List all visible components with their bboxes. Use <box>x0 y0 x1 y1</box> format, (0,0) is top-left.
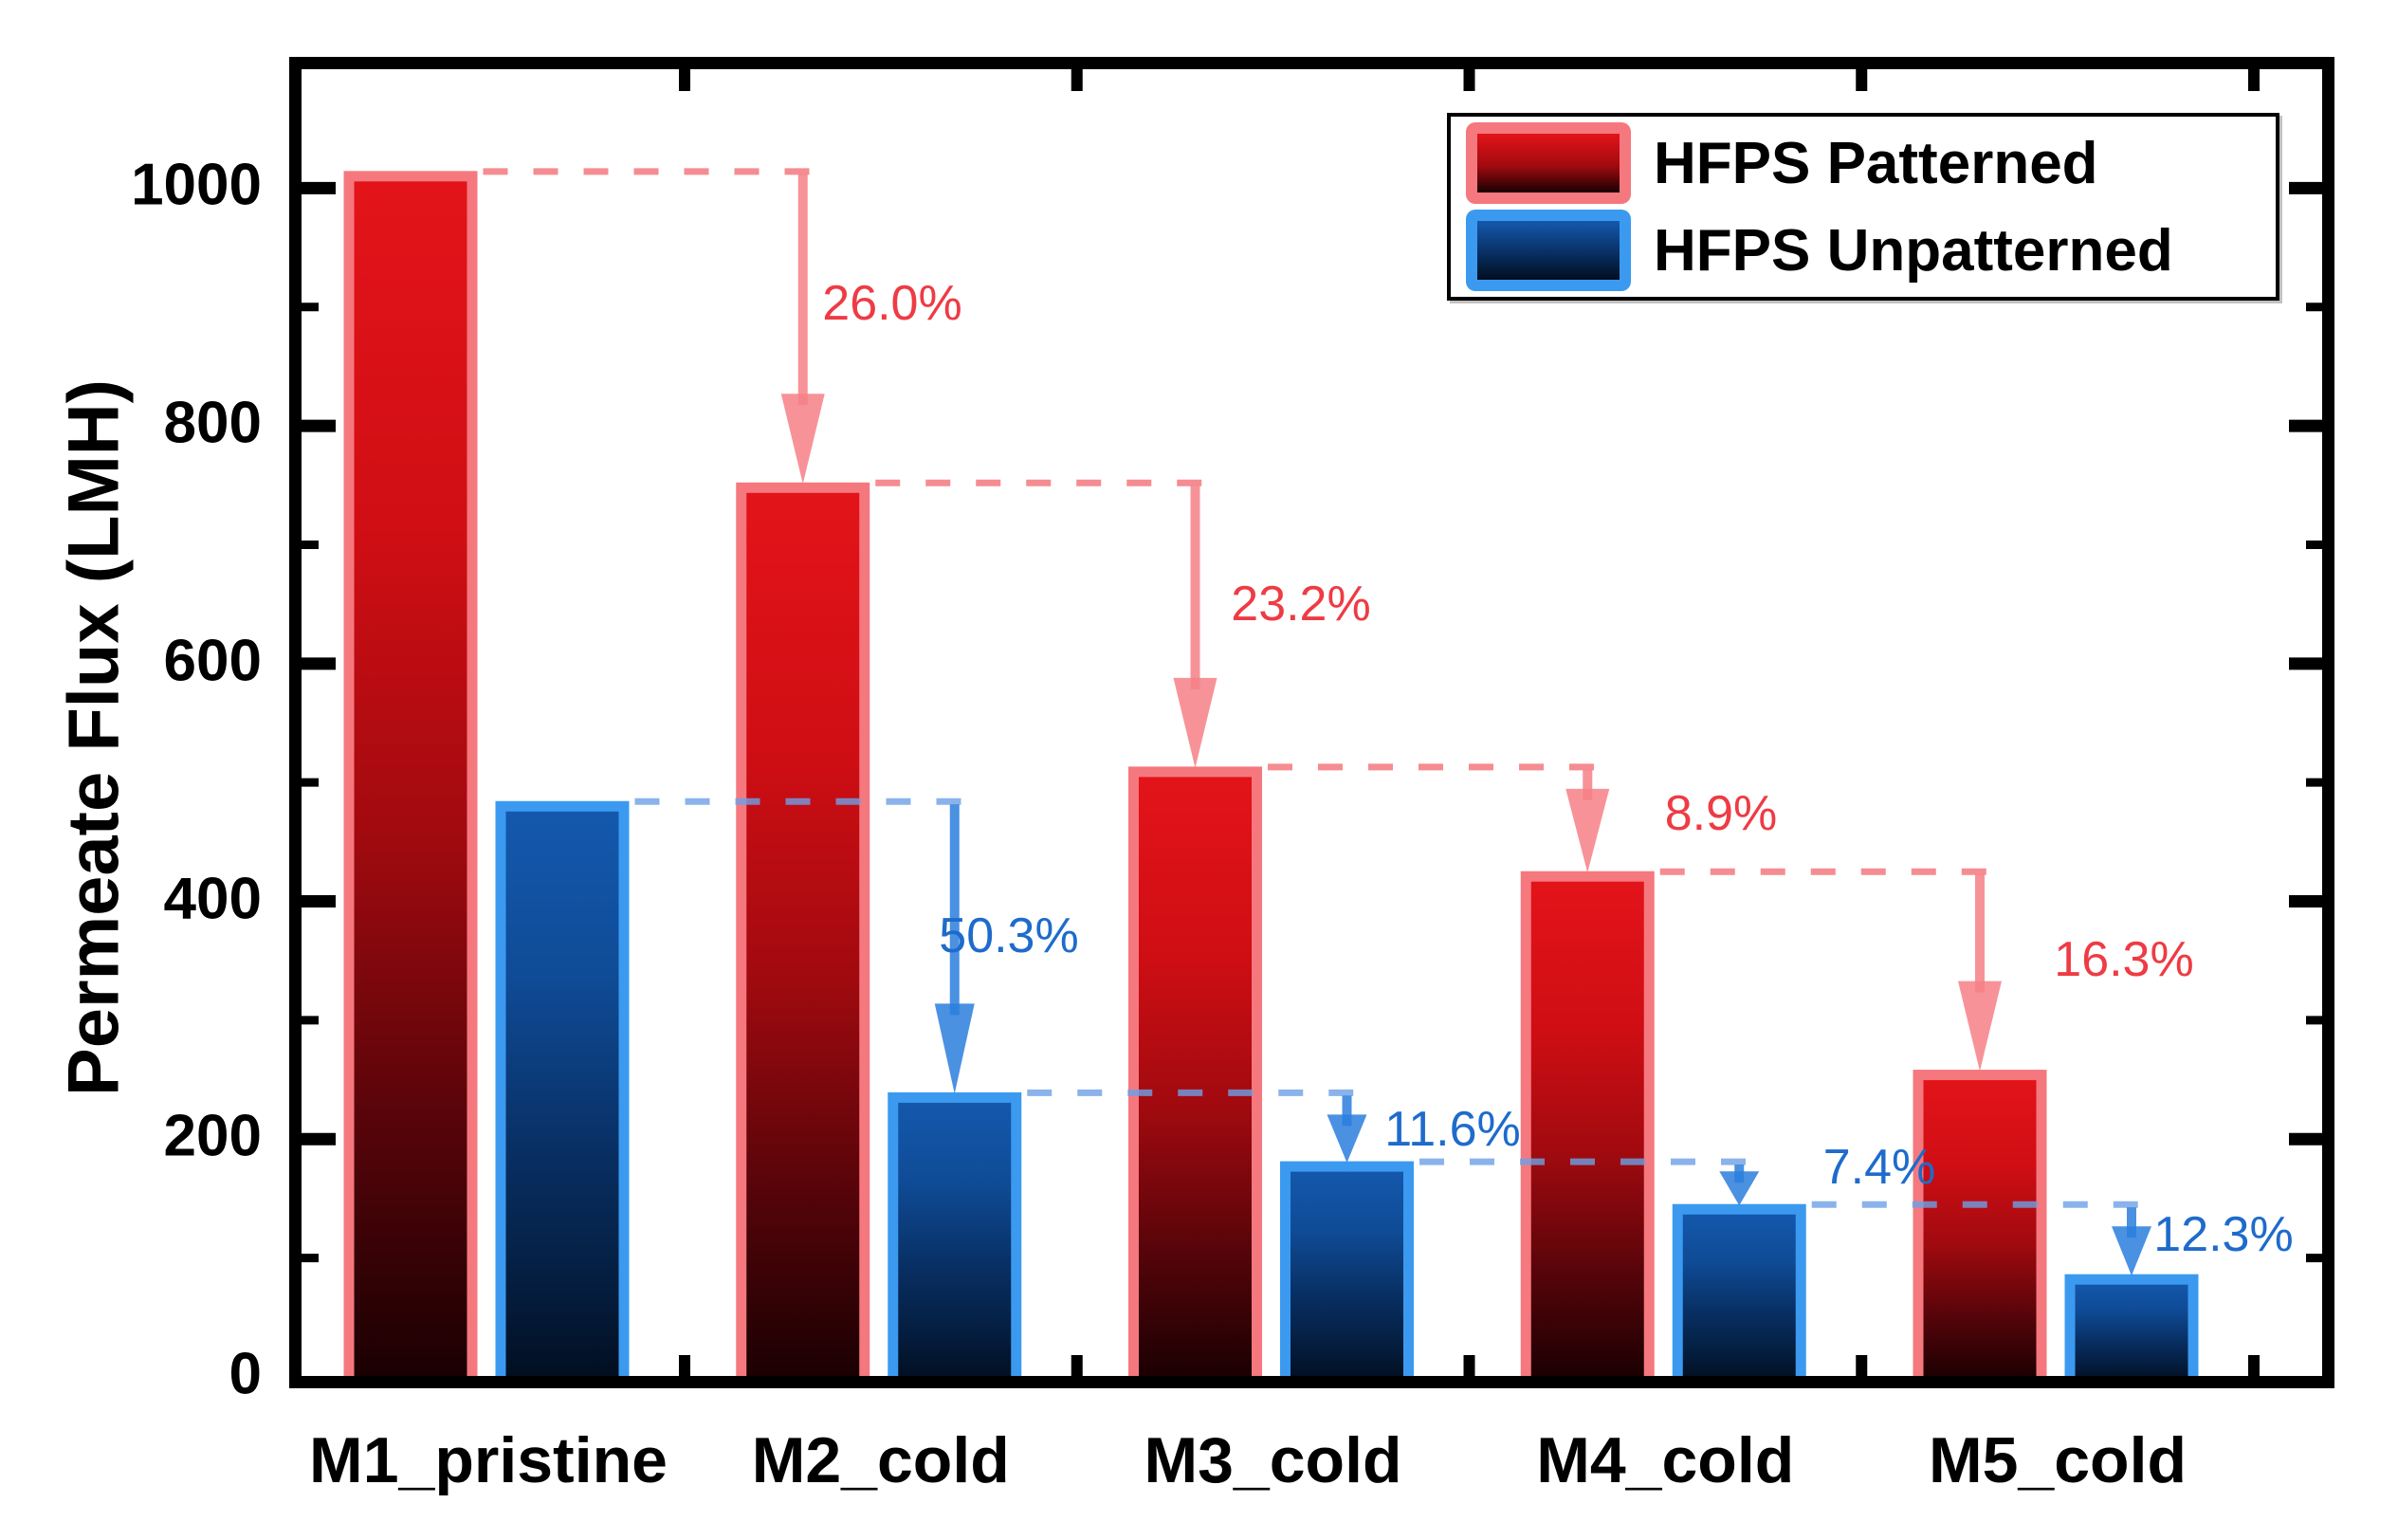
bar-hfps-unpatterned-M5_cold <box>2064 1274 2199 1387</box>
y-tick-label-1000: 1000 <box>131 153 262 219</box>
y-axis-title: Permeate Flux (LMH) <box>53 379 135 1096</box>
bar-hfps-unpatterned-M4_cold <box>1672 1203 1806 1387</box>
legend-item-hfps-unpatterned: HFPS Unpatterned <box>1466 210 2276 291</box>
annotation-label-12.3%: 12.3% <box>2153 1207 2294 1262</box>
arrow-head-11.6% <box>1327 1114 1367 1164</box>
arrow-head-26.0% <box>780 394 825 485</box>
bar-hfps-patterned-M5_cold <box>1913 1070 2047 1387</box>
y-tick-label-600: 600 <box>163 628 262 694</box>
annotation-label-50.3%: 50.3% <box>939 908 1079 963</box>
bar-hfps-patterned-M1_pristine <box>343 171 478 1387</box>
legend-label: HFPS Unpatterned <box>1654 217 2173 284</box>
y-tick-label-800: 800 <box>163 390 262 456</box>
y-tick-label-200: 200 <box>163 1103 262 1169</box>
arrow-head-8.9% <box>1565 788 1610 873</box>
x-category-label-M5_cold: M5_cold <box>1928 1424 2187 1496</box>
plot-frame <box>289 57 2334 1388</box>
bar-hfps-patterned-M4_cold <box>1520 871 1655 1387</box>
axes-layer <box>289 57 2334 1388</box>
bars-layer <box>343 171 2199 1387</box>
legend-label: HFPS Patterned <box>1654 130 2098 196</box>
arrow-head-50.3% <box>934 1003 975 1094</box>
bar-hfps-unpatterned-M3_cold <box>1280 1161 1414 1387</box>
annotation-label-7.4%: 7.4% <box>1822 1140 1936 1195</box>
y-tick-label-400: 400 <box>163 866 262 932</box>
y-tick-label-0: 0 <box>229 1341 262 1407</box>
bar-hfps-unpatterned-M2_cold <box>888 1091 1022 1387</box>
x-category-label-M2_cold: M2_cold <box>751 1424 1010 1496</box>
annotation-label-26.0%: 26.0% <box>822 276 962 331</box>
bar-hfps-patterned-M2_cold <box>736 482 870 1387</box>
arrow-head-7.4% <box>1719 1171 1760 1206</box>
x-category-label-M1_pristine: M1_pristine <box>309 1424 668 1496</box>
bar-hfps-unpatterned-M1_pristine <box>495 800 630 1387</box>
bar-hfps-patterned-M3_cold <box>1128 766 1262 1387</box>
x-category-label-M4_cold: M4_cold <box>1536 1424 1795 1496</box>
arrow-head-23.2% <box>1173 677 1217 768</box>
legend-swatch-unpatterned <box>1466 210 1631 291</box>
legend-item-hfps-patterned: HFPS Patterned <box>1466 122 2276 204</box>
arrow-head-12.3% <box>2112 1226 2151 1276</box>
arrow-head-16.3% <box>1958 981 2002 1072</box>
annotations-layer <box>483 168 2156 1276</box>
annotation-label-11.6%: 11.6% <box>1384 1102 1521 1157</box>
annotation-label-8.9%: 8.9% <box>1664 786 1778 841</box>
annotation-label-23.2%: 23.2% <box>1231 577 1371 632</box>
legend: HFPS Patterned HFPS Unpatterned <box>1447 113 2279 301</box>
x-category-label-M3_cold: M3_cold <box>1144 1424 1402 1496</box>
annotation-label-16.3%: 16.3% <box>2054 932 2194 987</box>
legend-swatch-patterned <box>1466 122 1631 204</box>
